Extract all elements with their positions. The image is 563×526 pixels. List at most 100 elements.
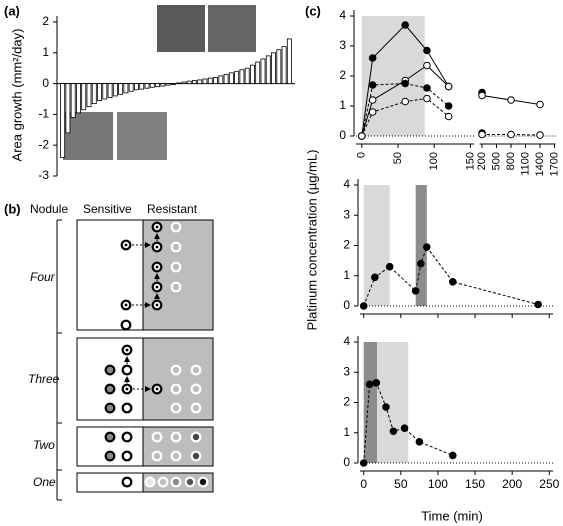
nodule-core (124, 303, 128, 307)
x-tick-label: 150 (465, 477, 485, 491)
data-point (385, 262, 394, 271)
y-tick-label: 3 (339, 38, 346, 52)
y-tick-label: -1 (38, 107, 49, 121)
nodule-cell (190, 431, 202, 443)
nodule-core (155, 285, 159, 289)
nodule-cell (121, 364, 133, 376)
y-tick-label: 2 (343, 238, 350, 252)
bar (144, 83, 150, 89)
nodule-cell (184, 476, 196, 488)
nodule-cell (151, 450, 163, 462)
data-point (536, 131, 544, 139)
resistant-box (142, 219, 214, 331)
bar (123, 83, 129, 94)
data-point (389, 427, 398, 436)
nodule-cell (144, 476, 156, 488)
diagram: (b) Nodule Sensitive Resistant Four Thre… (4, 201, 214, 501)
nodule-cell (170, 221, 182, 233)
x-tick-label: 200 (476, 152, 488, 170)
x-tick-label: 50 (392, 152, 404, 164)
bar (76, 83, 81, 114)
y-tick-label: 4 (343, 334, 350, 348)
bar (65, 83, 71, 134)
sensitive-box (76, 219, 144, 331)
bar (160, 83, 166, 87)
data-point (368, 54, 377, 62)
y-axis-label: Area growth (mm²/day) (9, 29, 24, 162)
y-tick-label: 2 (343, 395, 350, 409)
nodule-cell (170, 476, 182, 488)
data-point (423, 94, 431, 103)
treatment-band (361, 16, 425, 136)
y-tick-label: 0 (42, 76, 49, 90)
y-axis-label: Platinum concentration (µg/mL) (304, 150, 319, 331)
bar (86, 83, 92, 108)
bar (176, 82, 182, 85)
nodule-cell (104, 450, 116, 462)
data-point (536, 100, 544, 109)
bar (255, 61, 261, 85)
nodule-cell (197, 476, 209, 488)
x-tick-label: 50 (394, 477, 408, 491)
data-point (444, 102, 453, 110)
bar (223, 73, 229, 85)
nodule-cell (121, 402, 133, 414)
group-label: Three (28, 372, 60, 386)
data-point (357, 132, 366, 140)
bar (149, 83, 155, 88)
nodule-cell (120, 319, 132, 331)
bar (250, 64, 255, 85)
y-tick-label: 2 (42, 14, 49, 28)
nodule-cell (170, 281, 182, 293)
data-point (359, 459, 368, 467)
bar (155, 83, 160, 88)
bar (107, 83, 113, 98)
data-point (411, 287, 420, 295)
bar (207, 77, 213, 84)
y-tick-label: -2 (38, 137, 49, 151)
bar (213, 77, 218, 85)
treatment-band (377, 342, 409, 463)
bar (244, 67, 250, 84)
nodule-core (155, 265, 159, 269)
nodule-cell (157, 476, 169, 488)
nodule-core (125, 387, 129, 391)
treatment-band (363, 342, 378, 463)
x-tick-label: 1700 (548, 152, 560, 176)
bar (91, 83, 97, 105)
y-tick-label: 1 (339, 98, 346, 112)
nodule-cell (121, 431, 133, 443)
nodule-cell (170, 364, 182, 376)
bar (102, 83, 108, 100)
data-point (372, 379, 381, 387)
data-point (415, 438, 424, 446)
y-tick-label: 1 (343, 268, 350, 282)
ct-image (157, 5, 205, 52)
data-point (401, 21, 410, 29)
data-point (478, 91, 486, 100)
panel-label: (b) (4, 201, 21, 216)
nodule-cell (170, 450, 182, 462)
data-point (534, 300, 542, 309)
y-tick-label: 1 (343, 425, 350, 439)
bracket (56, 219, 62, 501)
bar (70, 83, 76, 118)
data-point (448, 278, 457, 286)
bar (239, 69, 245, 84)
data-point (382, 403, 390, 411)
y-tick-label: 4 (339, 8, 346, 22)
header: Sensitive (83, 202, 132, 216)
bar (265, 55, 271, 85)
bar (234, 70, 240, 84)
x-tick-label: 1100 (519, 152, 531, 176)
data-point (423, 61, 431, 70)
nodule-cell (121, 476, 133, 488)
data-point (423, 243, 431, 251)
bar (286, 38, 292, 84)
data-point (401, 97, 410, 106)
bar (192, 80, 197, 84)
data-point (368, 108, 377, 116)
y-tick-label: 3 (343, 207, 350, 221)
bar (197, 79, 203, 84)
